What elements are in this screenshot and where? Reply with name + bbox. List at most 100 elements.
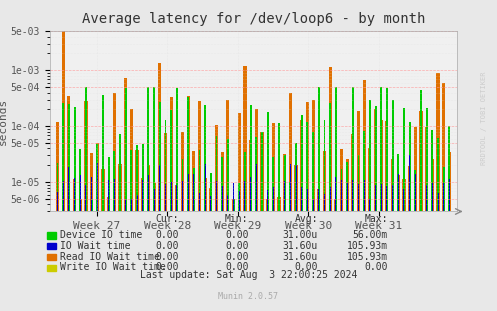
Bar	[136, 150, 139, 311]
Bar	[96, 143, 99, 311]
Bar	[250, 177, 251, 311]
Bar	[215, 125, 218, 311]
Bar	[131, 199, 132, 311]
Text: Last update: Sat Aug  3 22:00:25 2024: Last update: Sat Aug 3 22:00:25 2024	[140, 270, 357, 280]
Bar	[330, 187, 331, 311]
Text: 0.00: 0.00	[225, 262, 248, 272]
Bar	[113, 151, 115, 311]
Bar	[290, 165, 291, 311]
Bar	[392, 100, 394, 311]
Bar	[278, 123, 280, 311]
Bar	[278, 180, 279, 311]
Bar	[114, 179, 115, 311]
Bar	[375, 185, 376, 311]
Bar	[130, 150, 132, 311]
Text: 0.00: 0.00	[156, 252, 179, 262]
Text: 0.00: 0.00	[225, 230, 248, 240]
Bar	[369, 100, 371, 311]
Bar	[193, 168, 195, 311]
Bar	[374, 109, 377, 311]
Text: RRDTOOL / TOBI OETIKER: RRDTOOL / TOBI OETIKER	[481, 72, 487, 165]
Bar	[85, 87, 87, 311]
Bar	[204, 178, 207, 311]
Bar	[313, 199, 314, 311]
Bar	[341, 180, 342, 311]
Bar	[443, 183, 444, 311]
Bar	[233, 183, 234, 311]
Bar	[369, 199, 370, 311]
Bar	[233, 199, 235, 311]
Bar	[193, 174, 194, 311]
Bar	[266, 199, 269, 311]
Text: 0.00: 0.00	[156, 262, 179, 272]
Bar	[301, 115, 303, 311]
Text: 0.00: 0.00	[156, 230, 179, 240]
Bar	[198, 101, 201, 311]
Bar	[415, 174, 416, 311]
Bar	[363, 131, 365, 311]
Bar	[267, 190, 268, 311]
Bar	[255, 137, 257, 311]
Text: 0.00: 0.00	[225, 241, 248, 251]
Bar	[165, 184, 166, 311]
Bar	[108, 157, 110, 311]
Text: 0.00: 0.00	[156, 241, 179, 251]
Text: Read IO Wait time: Read IO Wait time	[60, 252, 160, 262]
Bar	[181, 132, 184, 311]
Bar	[244, 152, 246, 311]
Bar	[96, 144, 98, 311]
Bar	[386, 88, 388, 311]
Bar	[221, 157, 223, 311]
Bar	[186, 96, 190, 311]
Bar	[284, 155, 286, 311]
Bar	[312, 100, 315, 311]
Bar	[249, 140, 252, 311]
Bar	[170, 182, 171, 311]
Bar	[204, 105, 206, 311]
Bar	[175, 185, 178, 311]
Bar	[295, 165, 298, 311]
Bar	[397, 175, 400, 311]
Bar	[277, 197, 281, 311]
Bar	[295, 143, 297, 311]
Bar	[273, 187, 274, 311]
Bar	[238, 113, 241, 311]
Bar	[63, 181, 64, 311]
Text: 0.00: 0.00	[295, 262, 318, 272]
Bar	[102, 95, 104, 311]
Bar	[101, 169, 104, 311]
Bar	[67, 96, 71, 311]
Bar	[335, 87, 337, 311]
Bar	[307, 122, 308, 311]
Bar	[368, 148, 371, 311]
Bar	[431, 159, 434, 311]
Text: 0.00: 0.00	[364, 262, 388, 272]
Bar	[148, 87, 149, 311]
Bar	[261, 132, 263, 311]
Bar	[442, 83, 445, 311]
Bar	[74, 178, 75, 311]
Bar	[391, 159, 394, 311]
Bar	[346, 162, 348, 311]
Bar	[159, 102, 161, 311]
Bar	[239, 191, 240, 311]
Bar	[392, 185, 393, 311]
Text: Device IO time: Device IO time	[60, 230, 142, 240]
Bar	[57, 192, 58, 311]
Bar	[272, 123, 275, 311]
Bar	[307, 189, 308, 311]
Bar	[437, 138, 439, 311]
Bar	[358, 184, 359, 311]
Bar	[414, 127, 417, 311]
Bar	[334, 199, 337, 311]
Bar	[324, 120, 326, 311]
Bar	[222, 186, 223, 311]
Bar	[142, 144, 144, 311]
Text: 0.00: 0.00	[225, 252, 248, 262]
Bar	[199, 193, 200, 311]
Bar	[437, 193, 438, 311]
Bar	[351, 134, 354, 311]
Bar	[216, 136, 218, 311]
Text: 31.60u: 31.60u	[283, 252, 318, 262]
Bar	[397, 154, 399, 311]
